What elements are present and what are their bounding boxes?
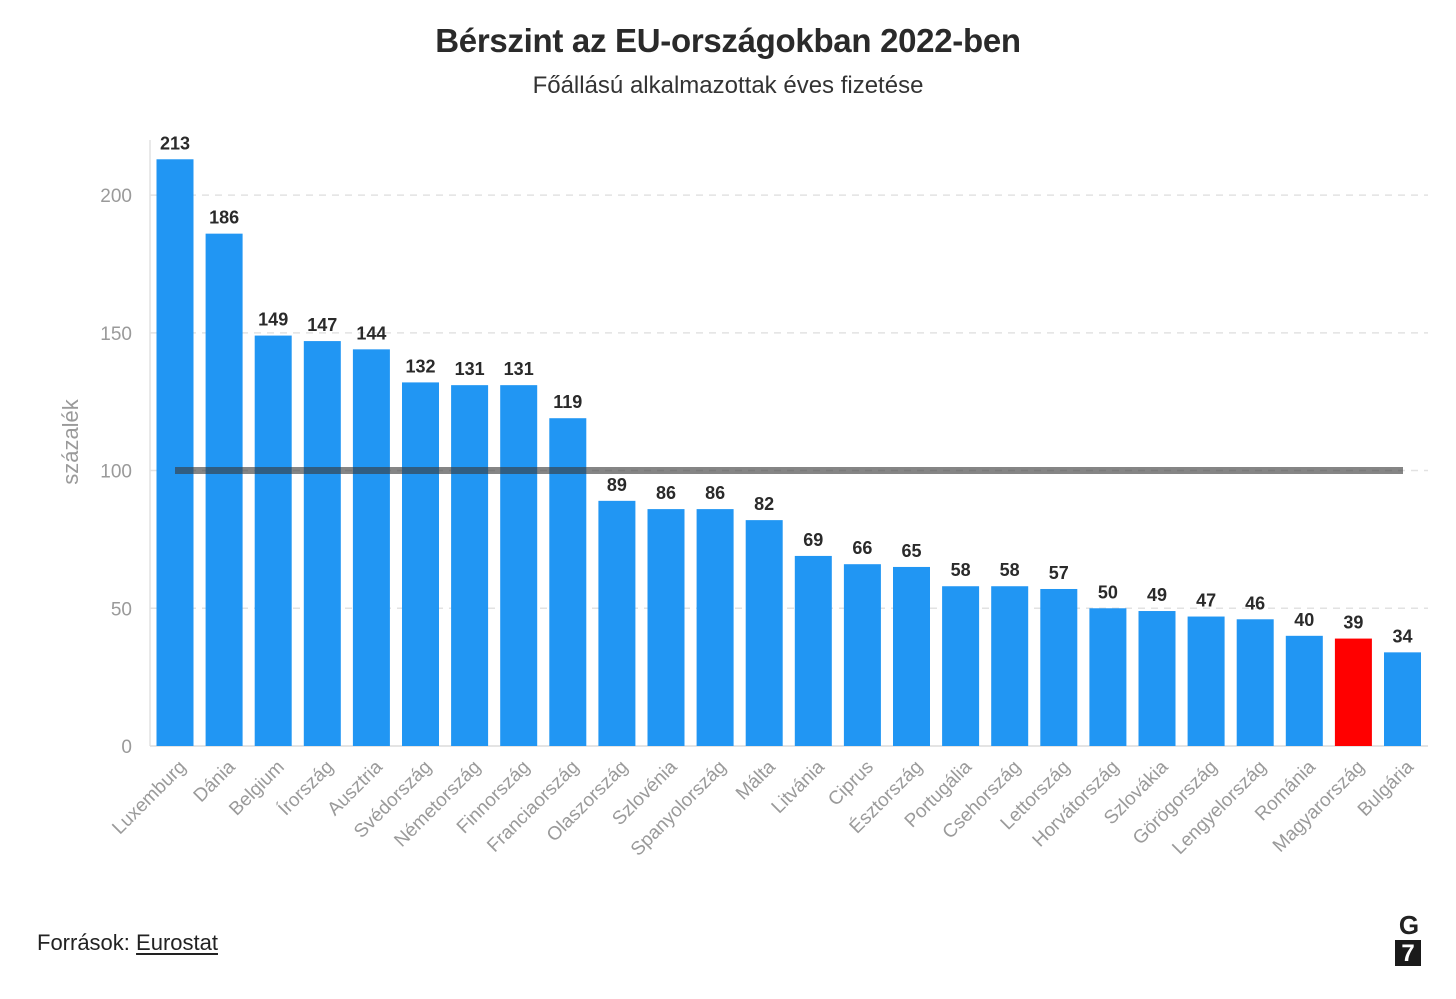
y-tick-label: 0 <box>121 737 132 758</box>
g7-logo: G 7 <box>1395 910 1423 967</box>
bar-Ciprus <box>843 564 881 746</box>
y-tick-label: 150 <box>100 324 132 345</box>
value-label: 46 <box>1245 593 1265 613</box>
value-label: 149 <box>258 310 288 330</box>
bar-Finnország <box>500 385 538 746</box>
bar-Csehország <box>991 586 1029 746</box>
value-label: 40 <box>1294 610 1314 630</box>
x-tick-label: Litvánia <box>768 756 829 817</box>
bar-Románia <box>1285 635 1323 746</box>
chart-title: Bérszint az EU-országokban 2022-ben <box>435 22 1021 59</box>
bar-Szlovákia <box>1138 611 1176 746</box>
bar-Görögország <box>1187 616 1225 746</box>
y-tick-label: 100 <box>100 462 132 483</box>
value-label: 86 <box>656 483 676 503</box>
value-label: 66 <box>852 538 872 558</box>
bar-Dánia <box>205 233 243 746</box>
y-tick-label: 50 <box>111 599 132 620</box>
bar-Észtország <box>893 566 930 746</box>
bar-Lettország <box>1040 588 1078 746</box>
bar-Belgium <box>254 335 292 746</box>
source-prefix: Források: <box>37 930 130 955</box>
x-tick-labels: Luxemburg DániaBelgiumÍrországAusztriaSvé… <box>108 756 1418 860</box>
value-label: 144 <box>356 323 386 343</box>
bar-Németország <box>451 385 489 746</box>
x-tick-label: Bulgária <box>1354 756 1418 820</box>
value-label: 131 <box>455 359 485 379</box>
logo-number: 7 <box>1395 940 1421 967</box>
value-label: 86 <box>705 483 725 503</box>
value-label: 82 <box>754 494 774 514</box>
y-axis-label: százalék <box>58 398 83 485</box>
logo-letter: G <box>1398 910 1420 940</box>
value-labels: 213 186 149 147 144 132 131 131 119 89 86 86 82 69 66 6… <box>160 133 1413 646</box>
value-label: 119 <box>553 392 582 412</box>
bars <box>156 159 1421 747</box>
value-label: 147 <box>307 315 337 335</box>
value-label: 49 <box>1147 585 1167 605</box>
y-tick-labels: 0 50 100 150 200 <box>100 186 132 758</box>
bar-Szlovénia <box>647 509 685 746</box>
bar-Írország <box>303 341 341 746</box>
value-label: 186 <box>209 208 239 228</box>
bar-Luxemburg <box>156 159 194 747</box>
value-label: 69 <box>803 530 823 550</box>
value-label: 39 <box>1343 613 1363 633</box>
bar-Ausztria <box>352 349 390 746</box>
bar-Litvánia <box>794 555 832 746</box>
value-label: 57 <box>1049 563 1069 583</box>
value-label: 65 <box>901 541 921 561</box>
bar-Lengyelország <box>1236 619 1274 746</box>
x-tick-label: Luxemburg <box>108 757 190 839</box>
source-note: Források: Eurostat <box>37 930 218 956</box>
bar-Málta <box>745 520 783 746</box>
bar-Spanyolország <box>696 509 734 746</box>
source-link[interactable]: Eurostat <box>136 930 218 955</box>
value-label: 34 <box>1392 626 1412 646</box>
value-label: 132 <box>405 356 435 376</box>
bar-Horvátország <box>1089 608 1127 746</box>
y-tick-label: 200 <box>100 186 132 207</box>
chart-subtitle: Főállású alkalmazottak éves fizetése <box>532 72 924 99</box>
gridlines <box>149 140 1428 747</box>
value-label: 89 <box>607 475 627 495</box>
bar-Bulgária <box>1384 652 1421 746</box>
value-label: 58 <box>1000 560 1020 580</box>
bar-Svédország <box>402 382 439 746</box>
value-label: 213 <box>160 133 190 153</box>
value-label: 47 <box>1196 591 1216 611</box>
bar-Olaszország <box>598 500 636 746</box>
bar-Magyarország <box>1334 638 1372 746</box>
bar-Portugália <box>942 586 980 746</box>
value-label: 50 <box>1098 582 1118 602</box>
value-label: 58 <box>951 560 971 580</box>
value-label: 131 <box>504 359 534 379</box>
